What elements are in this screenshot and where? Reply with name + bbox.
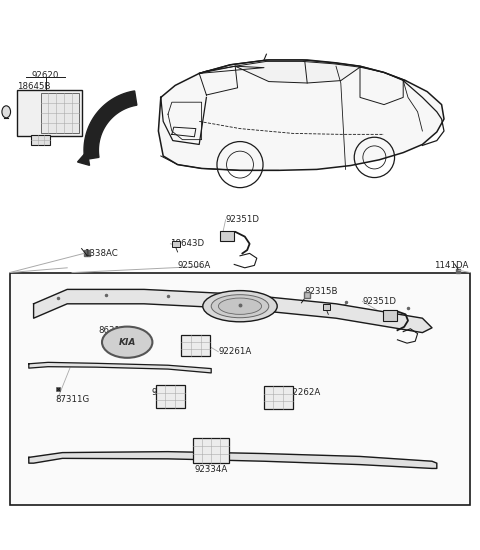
FancyBboxPatch shape bbox=[17, 90, 82, 136]
Text: 18645B: 18645B bbox=[17, 82, 50, 91]
Text: 92351D: 92351D bbox=[226, 215, 260, 224]
Text: 82315B: 82315B bbox=[305, 287, 338, 296]
Polygon shape bbox=[34, 289, 432, 333]
Text: 92620: 92620 bbox=[32, 71, 60, 80]
FancyBboxPatch shape bbox=[41, 92, 79, 134]
Polygon shape bbox=[29, 452, 437, 469]
Ellipse shape bbox=[211, 295, 269, 318]
Text: 18643D: 18643D bbox=[170, 239, 204, 248]
FancyBboxPatch shape bbox=[156, 385, 185, 408]
Ellipse shape bbox=[2, 106, 11, 118]
Text: 92333A: 92333A bbox=[151, 388, 184, 397]
FancyBboxPatch shape bbox=[181, 335, 210, 356]
Text: 92261A: 92261A bbox=[218, 347, 252, 356]
Text: 1141DA: 1141DA bbox=[434, 261, 469, 270]
Text: 92506A: 92506A bbox=[178, 261, 211, 270]
Text: KIA: KIA bbox=[119, 338, 136, 346]
Text: 92334A: 92334A bbox=[194, 465, 228, 474]
Polygon shape bbox=[84, 91, 137, 160]
Ellipse shape bbox=[102, 327, 153, 358]
FancyBboxPatch shape bbox=[172, 241, 180, 247]
FancyBboxPatch shape bbox=[323, 304, 330, 310]
Text: 1338AC: 1338AC bbox=[84, 249, 118, 258]
Text: 92262A: 92262A bbox=[288, 388, 321, 397]
FancyBboxPatch shape bbox=[264, 386, 293, 409]
Polygon shape bbox=[29, 362, 211, 373]
Text: 86310T: 86310T bbox=[98, 326, 131, 335]
FancyBboxPatch shape bbox=[193, 438, 229, 463]
FancyBboxPatch shape bbox=[383, 310, 397, 321]
Polygon shape bbox=[235, 62, 360, 83]
Text: 18643D: 18643D bbox=[314, 304, 348, 313]
FancyBboxPatch shape bbox=[220, 231, 234, 241]
FancyBboxPatch shape bbox=[10, 273, 470, 505]
Text: 92351D: 92351D bbox=[362, 297, 396, 306]
Text: 87311G: 87311G bbox=[55, 395, 89, 404]
Polygon shape bbox=[158, 60, 444, 170]
Polygon shape bbox=[78, 151, 90, 166]
Ellipse shape bbox=[218, 298, 262, 315]
Ellipse shape bbox=[203, 290, 277, 322]
FancyBboxPatch shape bbox=[31, 135, 50, 145]
